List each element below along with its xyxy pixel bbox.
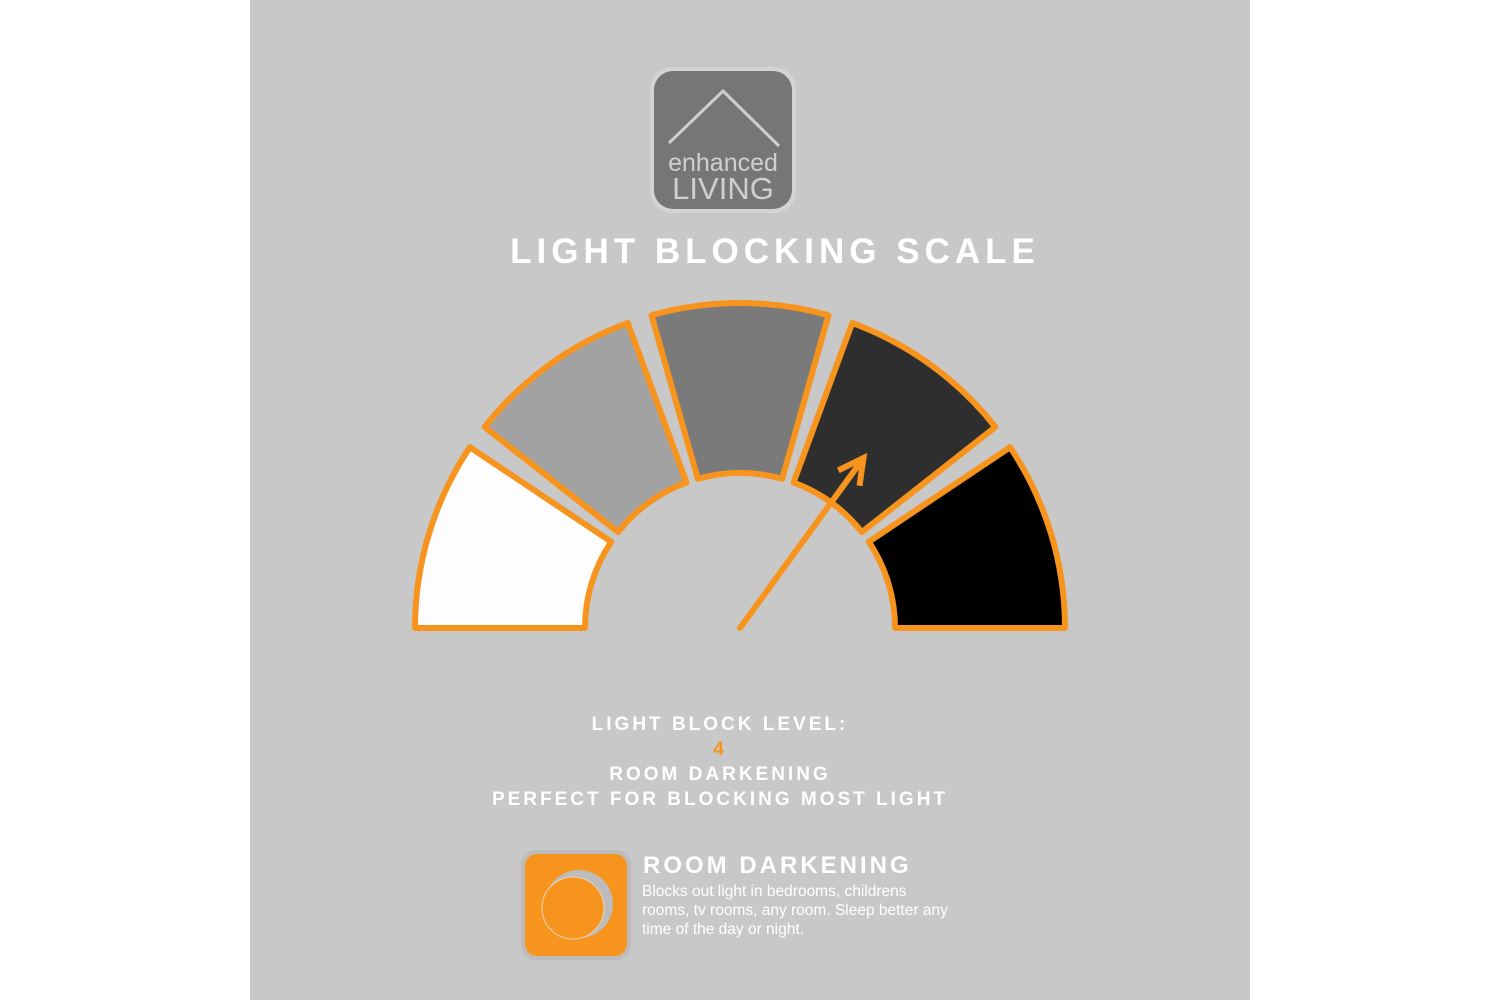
logo-word-enhanced: enhanced bbox=[668, 149, 778, 177]
brand-logo: enhanced LIVING bbox=[650, 67, 796, 213]
level-label: LIGHT BLOCK LEVEL: bbox=[591, 714, 849, 735]
gauge-segment-3 bbox=[648, 300, 832, 482]
feature-title: ROOM DARKENING bbox=[643, 852, 912, 879]
logo-word-living: LIVING bbox=[672, 171, 774, 206]
level-name: ROOM DARKENING bbox=[609, 764, 831, 785]
gauge-segment-2 bbox=[481, 319, 690, 536]
level-tagline: PERFECT FOR BLOCKING MOST LIGHT bbox=[491, 789, 949, 810]
level-value: 4 bbox=[713, 739, 727, 760]
page-title: LIGHT BLOCKING SCALE bbox=[510, 232, 1040, 271]
level-info: LIGHT BLOCK LEVEL: 4 ROOM DARKENING PERF… bbox=[220, 712, 1220, 812]
gauge-segment-5 bbox=[865, 444, 1068, 631]
gauge-needle bbox=[737, 452, 868, 631]
needle-shaft bbox=[737, 455, 867, 631]
needle-arrowhead bbox=[836, 452, 868, 487]
room-darkening-badge bbox=[521, 850, 631, 960]
moon-icon bbox=[541, 870, 613, 940]
house-roof-icon bbox=[667, 88, 781, 148]
feature-description: Blocks out light in bedrooms, childrens … bbox=[642, 883, 948, 938]
gauge-segment-1 bbox=[412, 444, 615, 631]
